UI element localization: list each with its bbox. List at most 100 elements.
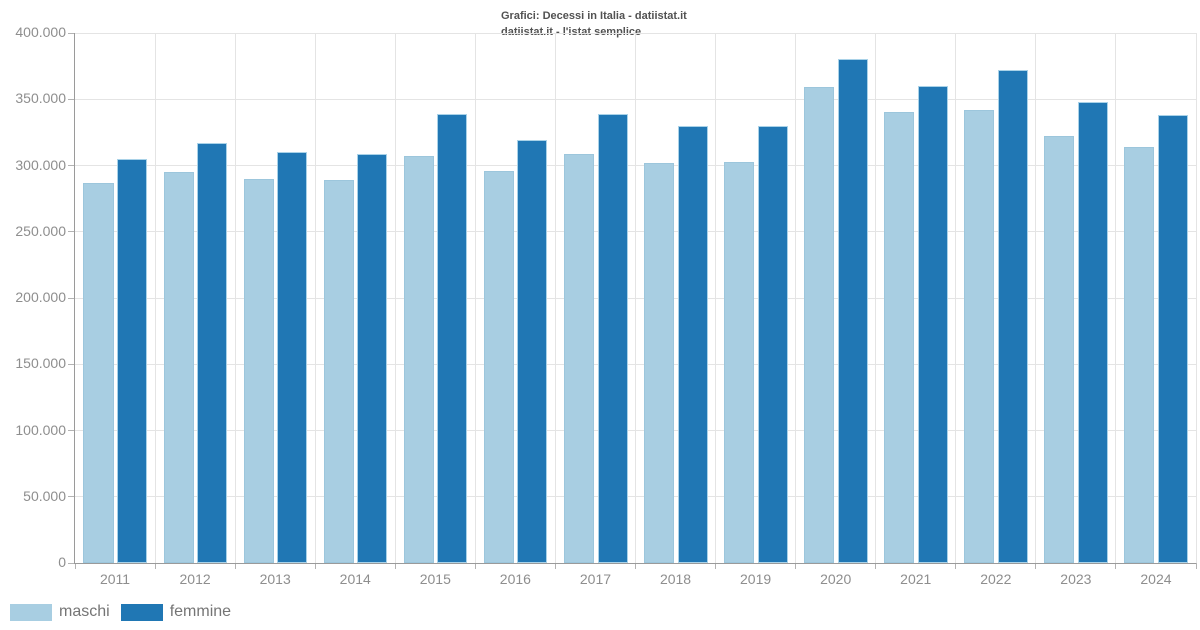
legend-item-maschi[interactable]: maschi xyxy=(10,602,110,622)
v-gridline xyxy=(875,33,877,563)
x-axis-label: 2023 xyxy=(1060,571,1092,587)
v-gridline xyxy=(154,33,156,563)
y-axis-tick xyxy=(68,98,75,100)
chart-subtitle: datiistat.it - l'istat semplice xyxy=(501,26,642,38)
x-axis-tick xyxy=(715,563,717,569)
x-axis-label: 2014 xyxy=(339,571,371,587)
v-gridline xyxy=(234,33,236,563)
x-axis-label: 2017 xyxy=(579,571,612,587)
bar-femmine-2018 xyxy=(677,126,708,563)
bar-maschi-2019 xyxy=(724,162,755,563)
y-axis-tick xyxy=(68,297,75,299)
v-gridline xyxy=(1115,33,1117,563)
v-gridline xyxy=(474,33,476,563)
bar-femmine-2024 xyxy=(1158,115,1189,563)
legend-swatch-femmine xyxy=(120,603,163,621)
y-axis-tick xyxy=(68,363,75,365)
x-axis-label: 2019 xyxy=(740,571,772,587)
bar-maschi-2018 xyxy=(643,163,674,563)
x-axis-tick xyxy=(554,563,556,569)
bar-maschi-2017 xyxy=(563,154,594,563)
y-axis-tick xyxy=(68,231,75,233)
x-axis-tick xyxy=(314,563,316,569)
v-gridline xyxy=(635,33,636,563)
x-axis-tick xyxy=(1035,563,1037,569)
bar-femmine-2016 xyxy=(517,140,548,563)
x-axis-tick xyxy=(875,563,877,569)
bar-femmine-2019 xyxy=(757,126,788,563)
bar-maschi-2020 xyxy=(804,87,835,563)
v-gridline xyxy=(715,33,717,563)
y-axis-line xyxy=(74,33,75,564)
y-axis-tick xyxy=(68,430,75,431)
x-axis-label: 2013 xyxy=(259,571,291,587)
x-axis-line xyxy=(74,563,1196,564)
v-gridline xyxy=(955,33,957,563)
x-axis-tick xyxy=(394,563,396,569)
x-axis-label: 2018 xyxy=(659,571,692,587)
v-gridline xyxy=(1035,33,1037,563)
y-axis-label: 300.000 xyxy=(15,156,66,173)
legend-label: maschi xyxy=(59,603,110,620)
bar-femmine-2013 xyxy=(277,152,308,563)
bar-femmine-2014 xyxy=(357,154,388,563)
x-axis-label: 2016 xyxy=(499,571,531,587)
y-axis-tick xyxy=(68,562,75,564)
y-axis-label: 0 xyxy=(58,554,66,570)
chart-title: Grafici: Decessi in Italia - datiistat.i… xyxy=(501,10,687,22)
y-axis-label: 400.000 xyxy=(15,24,66,40)
v-gridline xyxy=(1195,33,1197,563)
v-gridline xyxy=(394,33,396,563)
bar-maschi-2012 xyxy=(163,172,194,563)
bar-femmine-2015 xyxy=(437,114,468,563)
bar-maschi-2013 xyxy=(243,179,274,563)
x-axis-tick xyxy=(234,563,236,569)
bar-femmine-2011 xyxy=(117,159,148,563)
x-axis-tick xyxy=(1195,563,1197,569)
x-axis-label: 2024 xyxy=(1140,571,1172,587)
x-axis-tick xyxy=(474,563,476,569)
x-axis-tick xyxy=(154,563,156,569)
bar-maschi-2011 xyxy=(83,183,114,563)
x-axis-label: 2022 xyxy=(980,571,1012,587)
bar-maschi-2015 xyxy=(403,156,434,563)
bar-maschi-2024 xyxy=(1124,147,1155,563)
bar-femmine-2020 xyxy=(837,59,868,563)
bar-femmine-2023 xyxy=(1077,102,1108,563)
bar-femmine-2012 xyxy=(197,143,228,563)
bar-maschi-2023 xyxy=(1044,136,1075,563)
bar-maschi-2016 xyxy=(483,171,514,563)
bar-femmine-2021 xyxy=(917,86,948,563)
y-axis-label: 200.000 xyxy=(15,289,66,305)
x-axis-label: 2020 xyxy=(820,571,852,587)
v-gridline xyxy=(314,33,316,563)
bar-maschi-2022 xyxy=(964,110,995,563)
legend-item-femmine[interactable]: femmine xyxy=(120,602,232,622)
y-axis-label: 100.000 xyxy=(15,421,66,438)
bar-femmine-2017 xyxy=(597,114,628,563)
x-axis-tick xyxy=(635,563,636,569)
x-axis-label: 2012 xyxy=(179,571,211,587)
y-axis-label: 350.000 xyxy=(15,90,66,107)
v-gridline xyxy=(554,33,556,563)
y-axis-label: 150.000 xyxy=(15,355,66,372)
v-gridline xyxy=(795,33,797,563)
x-axis-tick xyxy=(74,563,76,569)
chart-legend: maschi femmine xyxy=(10,602,242,622)
y-axis-tick xyxy=(68,165,75,166)
bar-maschi-2014 xyxy=(323,180,354,563)
x-axis-label: 2021 xyxy=(900,571,932,587)
x-axis-label: 2011 xyxy=(99,571,131,587)
x-axis-tick xyxy=(795,563,797,569)
legend-swatch-maschi xyxy=(10,603,52,621)
bar-femmine-2022 xyxy=(997,70,1028,563)
x-axis-tick xyxy=(1115,563,1117,569)
legend-label: femmine xyxy=(169,603,232,620)
bar-maschi-2021 xyxy=(884,112,915,563)
x-axis-label: 2015 xyxy=(419,571,451,587)
y-axis-label: 50.000 xyxy=(23,487,66,504)
y-axis-label: 250.000 xyxy=(15,222,66,239)
y-axis-tick xyxy=(68,32,75,34)
y-axis-tick xyxy=(68,496,75,498)
